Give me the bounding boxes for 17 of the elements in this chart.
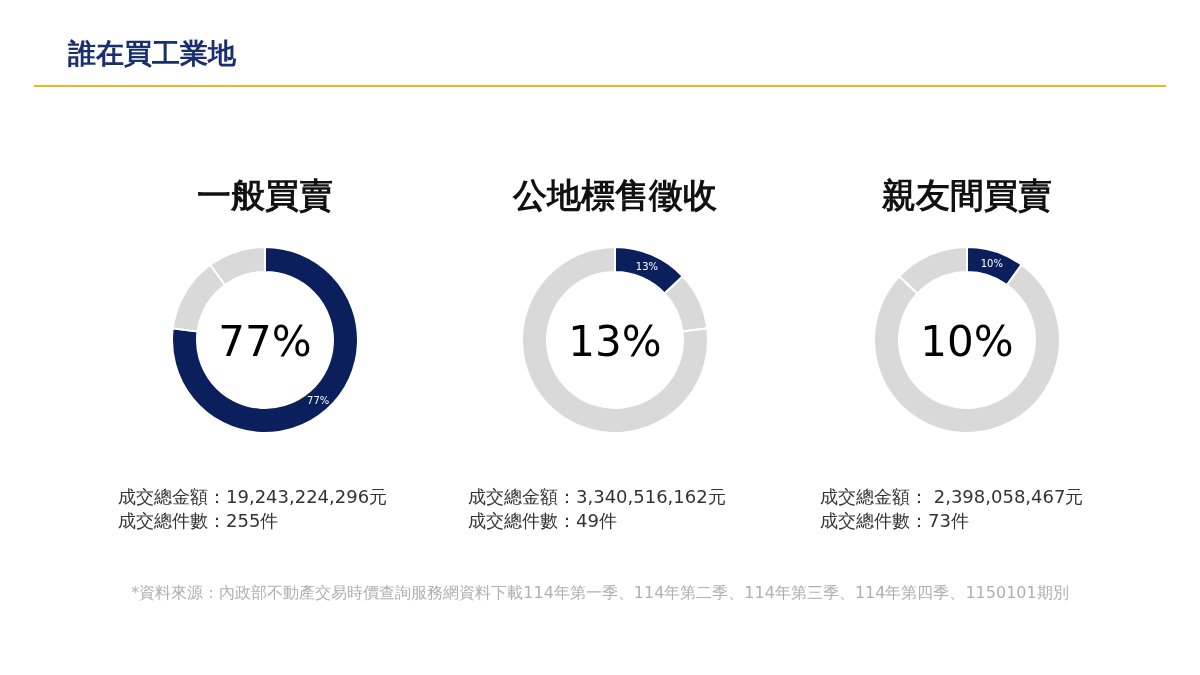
chart-title: 公地標售徵收 <box>512 175 718 215</box>
text: 成交總金額： 2,398,058,467元 <box>820 486 1084 507</box>
text: 成交總金額：19,243,224,296元 <box>118 486 388 507</box>
text: *資料來源：內政部不動產交易時價查詢服務網資料下載114年第一季、114年第二季、114年第三季、114年第四季、1150101期別 <box>131 583 1069 602</box>
chart-title: 一般買賣 <box>197 175 333 215</box>
text: 誰在買工業地 <box>67 37 237 70</box>
text: 10% <box>920 317 1014 366</box>
text: 77% <box>218 317 312 366</box>
chart-title: 親友間買賣 <box>881 175 1052 215</box>
text: 13% <box>568 317 662 366</box>
data-label: 10% <box>980 258 1003 270</box>
text: 成交總件數：49件 <box>468 510 617 531</box>
data-label: 77% <box>307 395 330 407</box>
data-label: 13% <box>635 261 659 273</box>
text: 成交總件數：73件 <box>820 510 969 531</box>
text: 成交總金額：3,340,516,162元 <box>468 486 726 507</box>
text: 成交總件數：255件 <box>118 510 279 531</box>
